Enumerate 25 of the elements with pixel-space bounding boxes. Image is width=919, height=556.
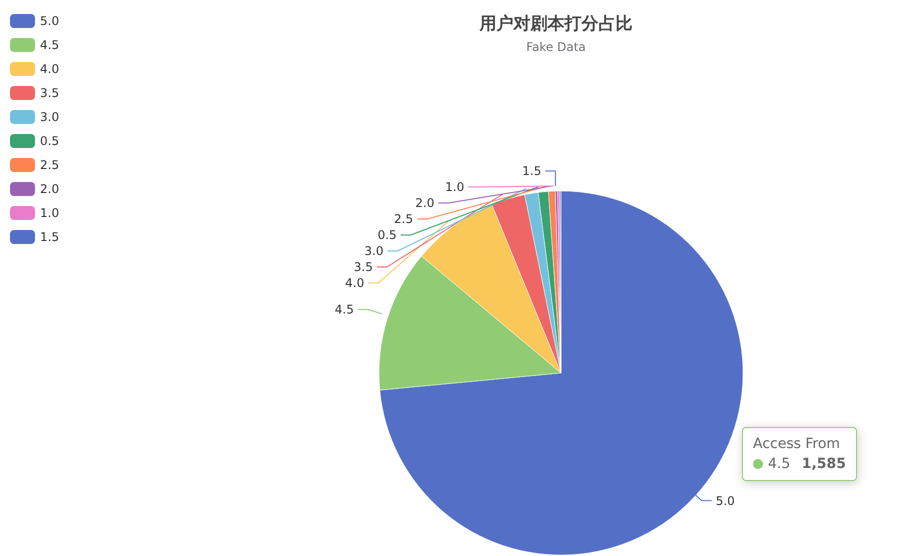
chart-title: 用户对剧本打分占比 bbox=[480, 14, 632, 34]
slice-label: 1.0 bbox=[445, 180, 464, 194]
legend-label: 1.0 bbox=[40, 206, 60, 220]
legend-label: 4.0 bbox=[40, 62, 60, 76]
slice-label: 5.0 bbox=[716, 494, 735, 508]
text: Access From bbox=[753, 436, 842, 452]
legend-label: 5.0 bbox=[40, 14, 60, 28]
legend-label: 1.5 bbox=[40, 230, 60, 244]
slice-label: 1.5 bbox=[522, 164, 542, 178]
legend-label: 2.5 bbox=[40, 158, 60, 172]
legend-label: 2.0 bbox=[40, 182, 60, 196]
legend-label: 4.5 bbox=[768, 456, 790, 472]
legend-label: 0.5 bbox=[40, 134, 60, 148]
slice-label: 2.5 bbox=[394, 212, 414, 226]
slice-label: 3.0 bbox=[364, 244, 384, 258]
slice-label: 3.5 bbox=[354, 260, 373, 274]
slice-label: 4.5 bbox=[334, 302, 354, 317]
text: Fake Data bbox=[526, 40, 586, 54]
legend-label: 3.0 bbox=[40, 110, 60, 124]
category-label: 4.5 bbox=[40, 38, 60, 52]
legend-label: 3.5 bbox=[40, 86, 60, 100]
slice-label: 2.0 bbox=[415, 196, 434, 210]
slice-label: 0.5 bbox=[378, 228, 397, 242]
slice-label: 4.0 bbox=[345, 276, 364, 290]
text: 1,585 bbox=[802, 456, 846, 472]
